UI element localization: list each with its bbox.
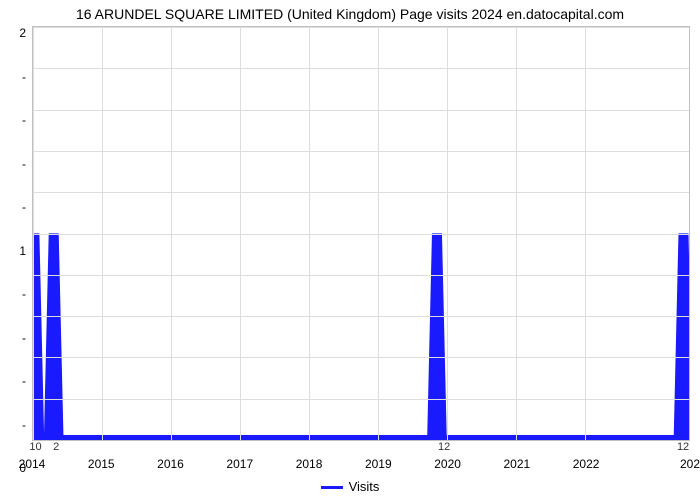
- ytick-1: 1: [19, 244, 26, 258]
- count-label: 2: [53, 441, 59, 453]
- y-axis: 2 ---- 1 ---- 0: [6, 26, 32, 475]
- gridline-h: [33, 234, 689, 235]
- xtick-label: 2019: [365, 457, 392, 471]
- gridline-h: [33, 27, 689, 28]
- xtick-label: 2015: [88, 457, 115, 471]
- xtick-label: 2017: [226, 457, 253, 471]
- legend: Visits: [0, 475, 700, 500]
- chart-area: 2 ---- 1 ---- 0 102121220142015201620172…: [0, 26, 700, 475]
- gridline-h-minor: [33, 399, 689, 400]
- gridline-h-minor: [33, 151, 689, 152]
- gridline-v: [585, 27, 586, 440]
- gridline-h-minor: [33, 275, 689, 276]
- gridline-h-minor: [33, 192, 689, 193]
- ytick-2: 2: [19, 26, 26, 40]
- gridline-v: [171, 27, 172, 440]
- xtick-label: 2021: [503, 457, 530, 471]
- xtick-label: 202: [680, 457, 700, 471]
- gridline-v: [240, 27, 241, 440]
- gridline-v: [102, 27, 103, 440]
- count-label: 12: [677, 441, 689, 453]
- visits-series-path: [33, 234, 689, 441]
- gridline-h-minor: [33, 357, 689, 358]
- xtick-label: 2022: [573, 457, 600, 471]
- legend-swatch: [321, 486, 343, 489]
- plot-column: 1021212201420152016201720182019202020212…: [32, 26, 690, 475]
- gridline-h-minor: [33, 316, 689, 317]
- ytick-minor-lower: ----: [22, 258, 26, 462]
- legend-label: Visits: [349, 479, 380, 494]
- chart-title: 16 ARUNDEL SQUARE LIMITED (United Kingdo…: [0, 0, 700, 26]
- gridline-v: [516, 27, 517, 440]
- xtick-label: 2020: [434, 457, 461, 471]
- xtick-label: 2018: [296, 457, 323, 471]
- ytick-minor-upper: ----: [22, 40, 26, 244]
- xtick-label: 2016: [157, 457, 184, 471]
- gridline-v: [378, 27, 379, 440]
- gridline-h-minor: [33, 110, 689, 111]
- gridline-h-minor: [33, 68, 689, 69]
- count-label-strip: 10 2 12 12: [32, 441, 690, 455]
- count-label: 12: [438, 441, 450, 453]
- plot-region: [32, 26, 690, 441]
- gridline-v: [309, 27, 310, 440]
- gridline-v: [447, 27, 448, 440]
- x-axis: 201420152016201720182019202020212022202: [32, 457, 690, 475]
- gridline-v: [33, 27, 34, 440]
- xtick-label: 2014: [19, 457, 46, 471]
- count-label: 10: [29, 441, 41, 453]
- gridline-v: [689, 27, 690, 440]
